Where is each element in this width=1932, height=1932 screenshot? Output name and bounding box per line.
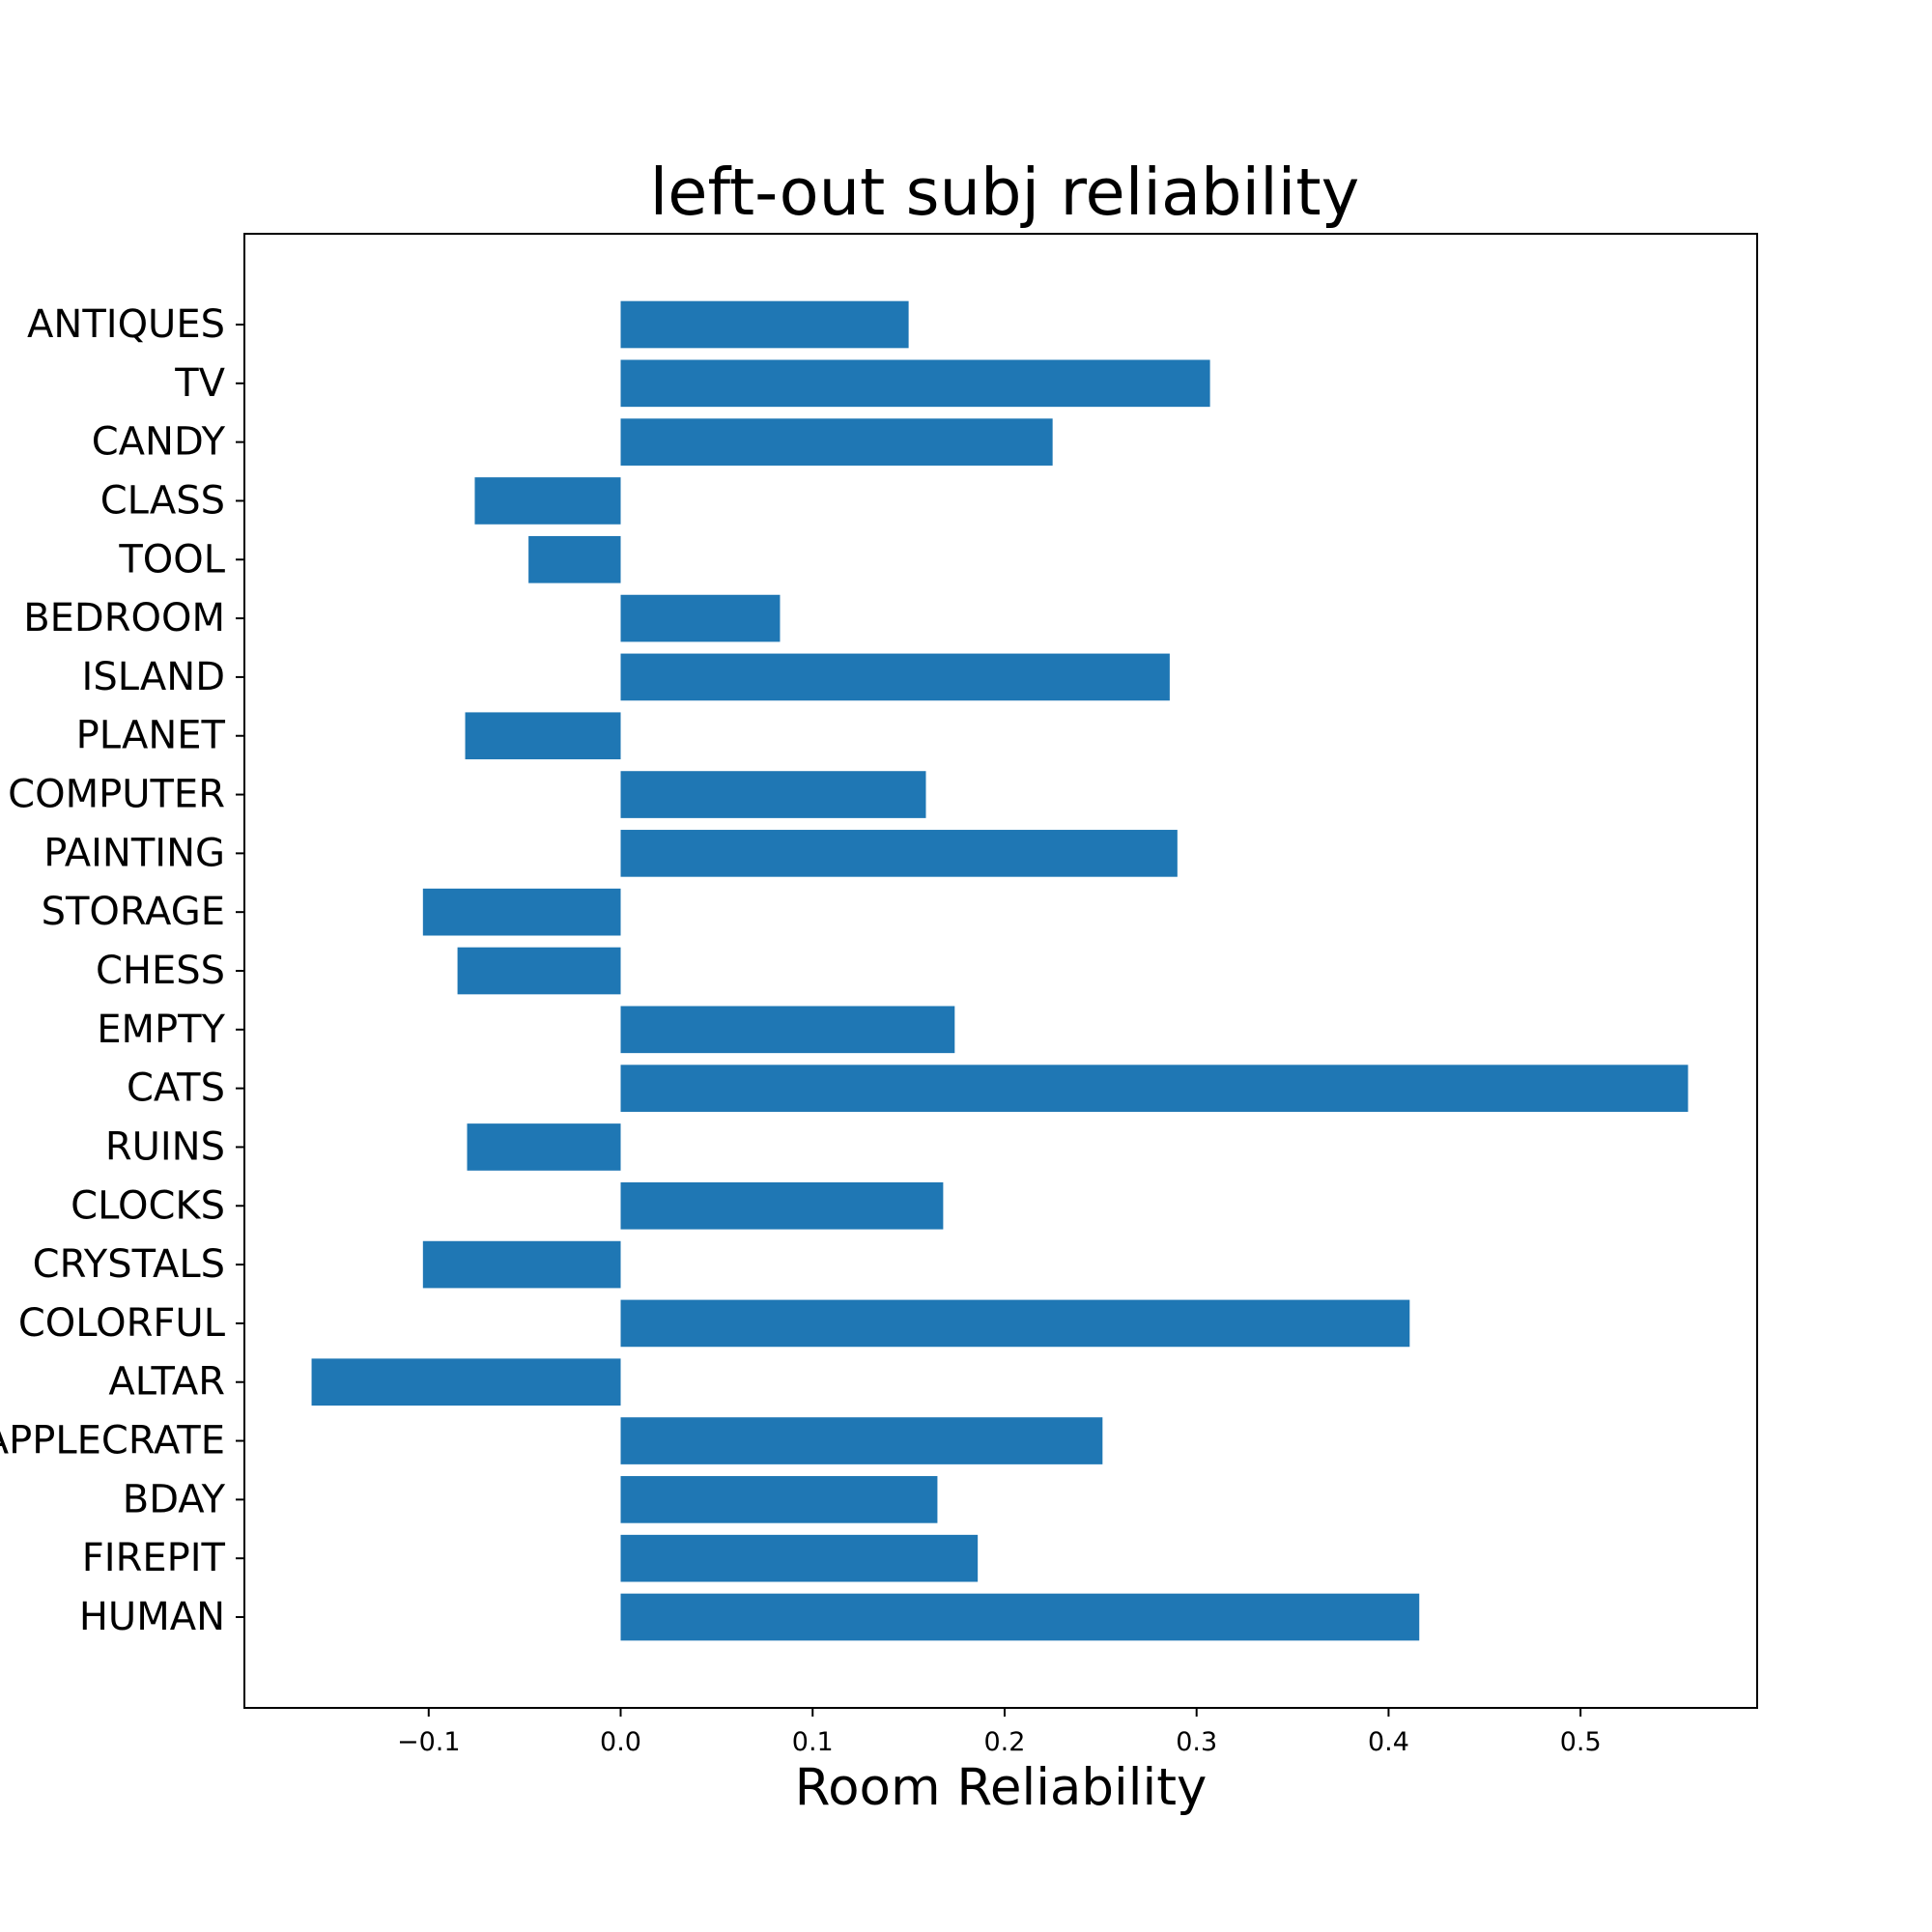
bar-planet bbox=[465, 712, 621, 760]
y-tick-label-bedroom: BEDROOM bbox=[23, 596, 225, 640]
bar-island bbox=[620, 653, 1170, 701]
chart-title: left-out subj reliability bbox=[650, 155, 1360, 230]
x-axis: −0.1 0.0 0.1 0.2 0.3 0.4 0.5 bbox=[397, 1708, 1602, 1757]
y-tick-label-colorful: COLORFUL bbox=[18, 1301, 226, 1346]
bar-human bbox=[620, 1593, 1420, 1641]
y-tick-label-planet: PLANET bbox=[76, 714, 226, 758]
y-tick-label-crystals: CRYSTALS bbox=[33, 1242, 225, 1287]
bar-computer bbox=[620, 771, 926, 818]
bar-colorful bbox=[620, 1299, 1410, 1348]
bar-applecrate bbox=[620, 1417, 1103, 1464]
bar-tool bbox=[528, 535, 621, 583]
x-tick-label-2: 0.1 bbox=[792, 1727, 834, 1757]
bar-ruins bbox=[467, 1123, 621, 1171]
y-tick-label-ruins: RUINS bbox=[105, 1124, 225, 1169]
y-tick-label-class: CLASS bbox=[100, 478, 225, 523]
bar-antiques bbox=[620, 300, 909, 349]
y-tick-label-clocks: CLOCKS bbox=[71, 1183, 225, 1228]
y-tick-label-cats: CATS bbox=[127, 1066, 225, 1111]
bar-clocks bbox=[620, 1181, 944, 1230]
bar-chess bbox=[457, 947, 621, 995]
y-tick-label-chess: CHESS bbox=[96, 949, 225, 993]
x-axis-title: Room Reliability bbox=[795, 1758, 1208, 1817]
y-tick-label-painting: PAINTING bbox=[43, 831, 225, 875]
bar-firepit bbox=[620, 1534, 979, 1582]
x-tick-label-5: 0.4 bbox=[1368, 1727, 1409, 1757]
y-tick-label-candy: CANDY bbox=[92, 420, 226, 465]
x-tick-label-3: 0.2 bbox=[983, 1727, 1025, 1757]
y-tick-label-tool: TOOL bbox=[118, 537, 225, 582]
bar-painting bbox=[620, 830, 1178, 877]
y-tick-label-island: ISLAND bbox=[82, 655, 225, 699]
y-tick-label-applecrate: APPLECRATE bbox=[0, 1419, 225, 1463]
y-tick-label-tv: TV bbox=[174, 361, 225, 406]
bar-altar bbox=[311, 1358, 621, 1406]
bar-crystals bbox=[422, 1240, 621, 1289]
y-tick-label-storage: STORAGE bbox=[42, 890, 225, 934]
bars-layer bbox=[311, 300, 1689, 1641]
y-tick-label-computer: COMPUTER bbox=[8, 773, 225, 817]
y-tick-label-altar: ALTAR bbox=[108, 1360, 225, 1405]
x-tick-label-4: 0.3 bbox=[1176, 1727, 1217, 1757]
y-tick-label-human: HUMAN bbox=[79, 1595, 225, 1639]
y-tick-label-firepit: FIREPIT bbox=[82, 1536, 226, 1580]
x-tick-label-0: −0.1 bbox=[397, 1727, 461, 1757]
x-tick-label-6: 0.5 bbox=[1560, 1727, 1602, 1757]
bar-empty bbox=[620, 1006, 955, 1054]
bar-cats bbox=[620, 1065, 1689, 1112]
bar-storage bbox=[422, 888, 621, 936]
y-tick-label-antiques: ANTIQUES bbox=[27, 302, 225, 347]
bar-candy bbox=[620, 418, 1053, 466]
y-axis: ANTIQUES TV CANDY CLASS TOOL BEDROOM ISLAND PLA… bbox=[0, 302, 244, 1639]
y-tick-label-empty: EMPTY bbox=[97, 1008, 225, 1052]
x-tick-label-1: 0.0 bbox=[600, 1727, 641, 1757]
bar-bday bbox=[620, 1476, 938, 1523]
bar-bedroom bbox=[620, 594, 781, 642]
bar-tv bbox=[620, 359, 1210, 408]
bar-class bbox=[474, 477, 621, 525]
y-tick-label-bday: BDAY bbox=[123, 1477, 226, 1521]
